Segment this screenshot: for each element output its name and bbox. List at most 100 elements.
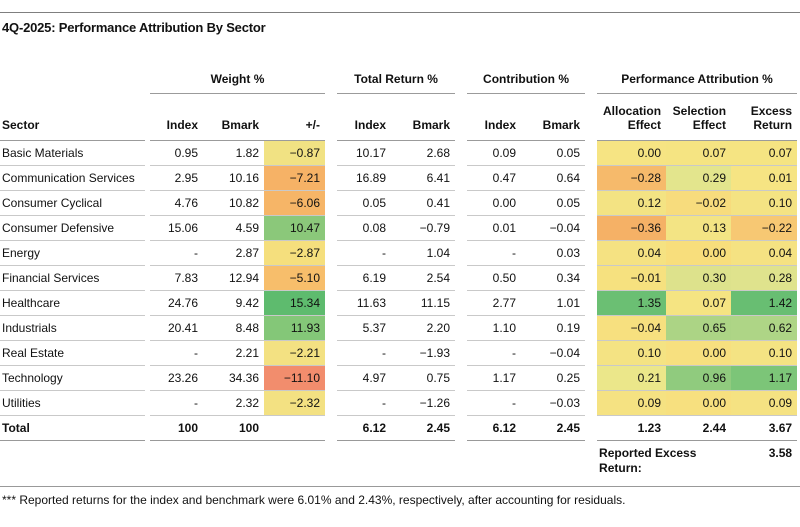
sector-cell: Utilities xyxy=(0,390,145,416)
selection-effect-cell: 0.13 xyxy=(666,215,732,241)
selection-effect-cell: 0.00 xyxy=(666,340,732,366)
contrib-bmark-cell: 1.01 xyxy=(521,290,586,316)
weight-diff-cell: 10.47 xyxy=(264,215,326,241)
reported-excess-value: 3.58 xyxy=(768,445,793,460)
weight-index-header: Index xyxy=(150,93,203,141)
sector-cell: Real Estate xyxy=(0,340,145,366)
sector-cell: Consumer Cyclical xyxy=(0,190,145,216)
weight-diff-cell: −11.10 xyxy=(264,365,326,391)
weight-diff-cell: −7.21 xyxy=(264,165,326,191)
excess-return-cell: 0.09 xyxy=(731,390,798,416)
excess-return-cell: 0.10 xyxy=(731,340,798,366)
column-header-row: Sector Index Bmark +/- Index Bmark Index… xyxy=(0,93,798,141)
excess-return-cell: 0.01 xyxy=(731,165,798,191)
allocation-effect-cell: 0.12 xyxy=(597,190,667,216)
total-weight-diff xyxy=(264,415,326,441)
sector-cell: Energy xyxy=(0,240,145,266)
table-row: Consumer Cyclical 4.76 10.82 −6.06 0.05 0.41 0… xyxy=(0,190,798,216)
table-row: Industrials 20.41 8.48 11.93 5.37 2.20 1.10 0.1… xyxy=(0,315,798,341)
contrib-bmark-cell: 0.05 xyxy=(521,190,586,216)
total-row: Total 100 100 6.12 2.45 6.12 2.45 1.23 2… xyxy=(0,415,798,441)
contrib-bmark-cell: −0.04 xyxy=(521,215,586,241)
selection-effect-cell: 0.00 xyxy=(666,240,732,266)
selection-effect-cell: −0.02 xyxy=(666,190,732,216)
table-row: Utilities -2.32 −2.32- −1.26- −0.03 0.09 0.00 0… xyxy=(0,390,798,416)
weight-bmark-cell: 2.32 xyxy=(203,390,264,416)
allocation-effect-cell: 0.09 xyxy=(597,390,667,416)
group-header-row: Weight % Total Return % Contribution % P… xyxy=(0,60,798,94)
weight-bmark-cell: 10.16 xyxy=(203,165,264,191)
total-label: Total xyxy=(0,415,145,441)
tr-bmark-header: Bmark xyxy=(391,93,456,141)
tr-index-cell: 0.05 xyxy=(337,190,392,216)
sector-cell: Industrials xyxy=(0,315,145,341)
weight-bmark-cell: 12.94 xyxy=(203,265,264,291)
tr-bmark-cell: 2.20 xyxy=(391,315,456,341)
total-tr-index: 6.12 xyxy=(337,415,392,441)
tr-index-cell: 16.89 xyxy=(337,165,392,191)
weight-index-cell: 15.06 xyxy=(150,215,203,241)
weight-bmark-cell: 1.82 xyxy=(203,140,264,166)
weight-bmark-cell: 2.87 xyxy=(203,240,264,266)
reported-excess-row: Reported Excess Return: 3.58 xyxy=(0,440,797,486)
table-row: Healthcare 24.76 9.42 15.34 11.63 11.15 2.77 1.… xyxy=(0,290,798,316)
contrib-bmark-cell: 0.34 xyxy=(521,265,586,291)
excess-return-cell: 1.17 xyxy=(731,365,798,391)
tr-index-cell: - xyxy=(337,340,392,366)
table-row: Real Estate -2.21 −2.21- −1.93- −0.04 0.10 0.0… xyxy=(0,340,798,366)
weight-diff-cell: 11.93 xyxy=(264,315,326,341)
tr-index-cell: 4.97 xyxy=(337,365,392,391)
contrib-bmark-cell: 0.05 xyxy=(521,140,586,166)
weight-diff-cell: −2.32 xyxy=(264,390,326,416)
tr-index-header: Index xyxy=(337,93,392,141)
attribution-group-header: Performance Attribution % xyxy=(597,60,798,94)
contrib-index-cell: 0.50 xyxy=(467,265,522,291)
weight-bmark-header: Bmark xyxy=(203,93,264,141)
weight-diff-cell: −5.10 xyxy=(264,265,326,291)
selection-effect-cell: 0.07 xyxy=(666,140,732,166)
tr-index-cell: 0.08 xyxy=(337,215,392,241)
allocation-effect-cell: −0.28 xyxy=(597,165,667,191)
weight-bmark-cell: 10.82 xyxy=(203,190,264,216)
footnote-text: *** Reported returns for the index and b… xyxy=(2,493,626,507)
weight-index-cell: 4.76 xyxy=(150,190,203,216)
weight-diff-cell: 15.34 xyxy=(264,290,326,316)
reported-excess-label: Reported Excess Return: xyxy=(599,445,697,475)
table-row: Communication Services 2.95 10.16 −7.21 16.8… xyxy=(0,165,798,191)
selection-effect-cell: 0.65 xyxy=(666,315,732,341)
excess-return-cell: 1.42 xyxy=(731,290,798,316)
weight-index-cell: 20.41 xyxy=(150,315,203,341)
selection-effect-cell: 0.96 xyxy=(666,365,732,391)
sector-cell: Basic Materials xyxy=(0,140,145,166)
excess-return-cell: 0.28 xyxy=(731,265,798,291)
weight-diff-cell: −0.87 xyxy=(264,140,326,166)
selection-effect-cell: 0.29 xyxy=(666,165,732,191)
contrib-bmark-cell: −0.03 xyxy=(521,390,586,416)
weight-index-cell: - xyxy=(150,340,203,366)
tr-bmark-cell: 2.68 xyxy=(391,140,456,166)
weight-index-cell: 7.83 xyxy=(150,265,203,291)
sector-cell: Healthcare xyxy=(0,290,145,316)
weight-index-cell: 2.95 xyxy=(150,165,203,191)
contrib-index-cell: 0.09 xyxy=(467,140,522,166)
allocation-effect-cell: 0.00 xyxy=(597,140,667,166)
allocation-effect-cell: 0.10 xyxy=(597,340,667,366)
weight-index-cell: 0.95 xyxy=(150,140,203,166)
selection-effect-cell: 0.00 xyxy=(666,390,732,416)
contrib-index-cell: - xyxy=(467,340,522,366)
sector-column-header: Sector xyxy=(0,93,145,141)
sector-cell: Technology xyxy=(0,365,145,391)
table-row: Consumer Defensive 15.06 4.59 10.47 0.08 −0.7… xyxy=(0,215,798,241)
tr-index-cell: 6.19 xyxy=(337,265,392,291)
weight-diff-cell: −2.21 xyxy=(264,340,326,366)
total-excess-return: 3.67 xyxy=(731,415,798,441)
table-row: Energy -2.87 −2.87-1.04-0.03 0.04 0.00 0.04 xyxy=(0,240,798,266)
weight-bmark-cell: 9.42 xyxy=(203,290,264,316)
sector-group-spacer xyxy=(0,60,145,93)
contrib-index-cell: 2.77 xyxy=(467,290,522,316)
tr-index-cell: 5.37 xyxy=(337,315,392,341)
tr-index-cell: 10.17 xyxy=(337,140,392,166)
weight-bmark-cell: 8.48 xyxy=(203,315,264,341)
sector-cell: Financial Services xyxy=(0,265,145,291)
table-row: Technology 23.26 34.36 −11.10 4.97 0.75 1.17 0.… xyxy=(0,365,798,391)
